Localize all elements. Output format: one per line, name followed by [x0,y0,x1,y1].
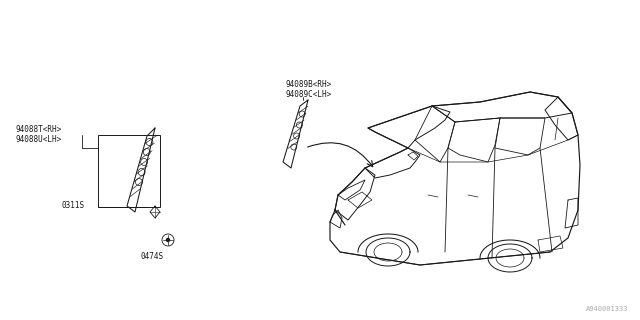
Text: 94089B<RH>
94089C<LH>: 94089B<RH> 94089C<LH> [285,80,332,100]
Text: 94088T<RH>
94088U<LH>: 94088T<RH> 94088U<LH> [15,125,61,144]
Bar [98,135,160,207]
Text: A940001333: A940001333 [586,306,628,312]
Circle shape [166,238,170,242]
Text: 0311S: 0311S [62,201,85,210]
Text: 0474S: 0474S [140,252,164,261]
